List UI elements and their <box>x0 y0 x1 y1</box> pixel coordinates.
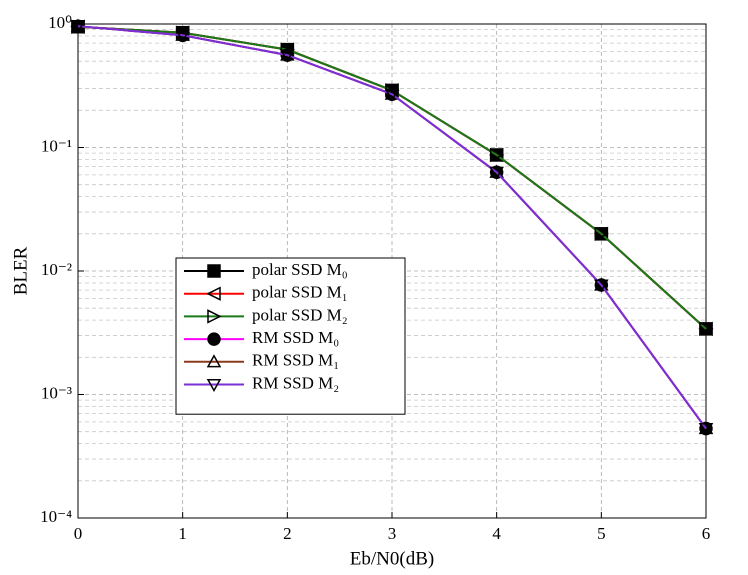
x-tick-label: 1 <box>178 524 187 543</box>
x-tick-label: 5 <box>597 524 606 543</box>
marker <box>206 354 222 368</box>
y-tick-label: 10⁻¹ <box>41 136 72 155</box>
marker <box>594 226 610 242</box>
legend-label: polar SSD M₀ <box>252 260 348 279</box>
y-tick-label: 10⁻² <box>41 260 72 279</box>
marker <box>384 88 400 102</box>
marker <box>489 147 505 163</box>
y-tick-label: 10⁻⁴ <box>40 507 72 526</box>
y-tick-label: 10⁰ <box>48 13 72 32</box>
y-tick-label: 10⁻³ <box>41 383 72 402</box>
legend-label: polar SSD M₂ <box>252 305 348 324</box>
legend-label: RM SSD M₀ <box>252 328 339 347</box>
marker <box>207 264 221 278</box>
marker <box>489 166 504 180</box>
marker <box>175 29 190 43</box>
series-line <box>77 25 707 430</box>
marker <box>206 378 222 393</box>
legend-label: RM SSD M₂ <box>252 373 339 392</box>
plot-frame <box>77 23 707 519</box>
x-tick-label: 3 <box>388 524 397 543</box>
marker <box>206 286 221 301</box>
y-axis-label: BLER <box>10 246 31 295</box>
marker <box>207 309 222 324</box>
legend-label: polar SSD M₁ <box>252 283 348 302</box>
marker <box>280 49 295 63</box>
legend-label: RM SSD M₁ <box>252 351 339 370</box>
marker <box>698 423 714 437</box>
marker <box>699 321 714 337</box>
marker <box>207 332 221 346</box>
x-tick-label: 6 <box>702 524 711 543</box>
marker <box>594 279 609 293</box>
x-tick-label: 4 <box>492 524 501 543</box>
x-tick-label: 2 <box>283 524 292 543</box>
x-axis-label: Eb/N0(dB) <box>350 548 434 569</box>
marker <box>70 20 86 34</box>
x-tick-label: 0 <box>74 524 83 543</box>
